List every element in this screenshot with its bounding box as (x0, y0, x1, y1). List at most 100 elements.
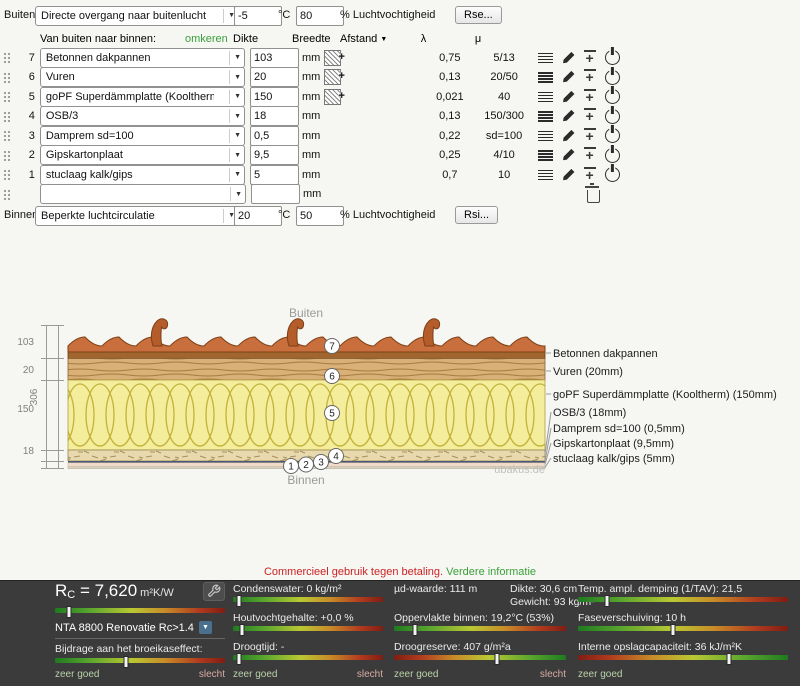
thickness-input[interactable] (250, 164, 299, 185)
toggle-layer-icon[interactable] (604, 128, 620, 143)
temp-unit-label: °C (278, 9, 291, 21)
edit-icon[interactable] (560, 109, 575, 124)
drying-time-label: Droogtijd: - (233, 641, 285, 653)
toggle-layer-icon[interactable] (604, 167, 620, 182)
svg-text:7: 7 (329, 342, 335, 353)
reverse-link[interactable]: omkeren (185, 33, 228, 45)
drag-handle-icon[interactable] (3, 130, 11, 141)
edit-icon[interactable] (560, 50, 575, 65)
select-arrow-icon: ▼ (198, 621, 212, 634)
thickness-input[interactable] (250, 86, 299, 107)
table-header-row: Van buiten naar binnen: omkeren Dikte Br… (0, 30, 620, 45)
outside-temp-input[interactable] (234, 6, 282, 26)
quality-scale: zeer goed slecht (394, 669, 566, 680)
material-select[interactable]: Gipskartonplaat ▼ (39, 145, 245, 165)
lambda-value: 0,75 (439, 51, 461, 64)
insert-layer-icon[interactable] (582, 108, 598, 124)
thickness-input[interactable] (250, 125, 299, 146)
insert-layer-icon[interactable] (582, 166, 598, 183)
layer-menu-icon[interactable] (537, 169, 553, 181)
bar-marker (412, 623, 418, 636)
unit-label: mm (302, 51, 321, 64)
drag-handle-icon[interactable] (3, 188, 11, 200)
breedte-icon[interactable] (323, 69, 345, 85)
layer-row-2: 2 Gipskartonplaat▼ mm 0,25 4/10 (0, 145, 620, 165)
inside-temp-input[interactable] (234, 206, 282, 226)
layer-menu-icon[interactable] (537, 52, 553, 64)
greenhouse-bar (55, 655, 225, 668)
wood-moisture-label: Houtvochtgehalte: +0,0 % (233, 612, 354, 624)
more-info-link[interactable]: Verdere informatie (446, 566, 537, 578)
layer-menu-icon[interactable] (537, 71, 553, 83)
breedte-icon[interactable] (323, 49, 345, 66)
outside-label: Buiten: (4, 9, 39, 21)
layer-menu-icon[interactable] (537, 91, 553, 103)
drag-handle-icon[interactable] (3, 71, 11, 83)
layer-row-3: 3 Damprem sd=100▼ mm 0,22 sd=100 (0, 125, 620, 146)
insert-layer-icon[interactable] (582, 88, 598, 105)
thickness-input[interactable] (250, 106, 299, 126)
drag-handle-icon[interactable] (3, 91, 11, 102)
commercial-notice: Commercieel gebruik tegen betaling. Verd… (0, 566, 800, 578)
mu-value: 150/300 (484, 110, 524, 122)
mu-value: 5/13 (493, 51, 515, 64)
outside-humidity-input[interactable] (296, 6, 344, 26)
toggle-layer-icon[interactable] (604, 147, 620, 163)
thickness-input[interactable] (250, 67, 299, 87)
toggle-layer-icon[interactable] (604, 89, 620, 104)
bar-marker (494, 652, 500, 665)
insert-layer-icon[interactable] (582, 49, 598, 66)
insert-layer-icon[interactable] (582, 69, 598, 85)
layer-menu-icon[interactable] (537, 149, 553, 161)
quality-scale: zeer goed slecht (233, 669, 383, 680)
nta-select[interactable]: NTA 8800 Renovatie Rc>1.4 ▼ (55, 621, 212, 634)
toggle-layer-icon[interactable] (604, 69, 620, 85)
insert-layer-icon[interactable] (582, 127, 598, 144)
quality-scale: zeer goed (578, 669, 623, 680)
inside-surface-select[interactable]: Beperkte luchtcirculatie ▼ (35, 206, 239, 226)
layer-markers: 7 6 5 4 3 2 1 (283, 338, 344, 474)
toggle-layer-icon[interactable] (604, 108, 620, 124)
outside-surface-select[interactable]: Directe overgang naar buitenlucht ▼ (35, 6, 239, 26)
drag-handle-icon[interactable] (3, 169, 11, 180)
rsi-button[interactable]: Rsi... (455, 206, 499, 224)
diagram-outside-label: Buiten (289, 306, 323, 320)
material-select[interactable]: Damprem sd=100 ▼ (39, 125, 245, 146)
afstand-header[interactable]: Afstand ▼ (340, 33, 388, 45)
drag-handle-icon[interactable] (3, 149, 11, 161)
ridge-tile-icon (286, 318, 305, 347)
material-select[interactable]: stuclaag kalk/gips ▼ (39, 164, 245, 185)
material-select[interactable]: OSB/3 ▼ (39, 106, 245, 126)
edit-icon[interactable] (560, 128, 575, 143)
toggle-layer-icon[interactable] (604, 50, 620, 65)
unit-label: mm (302, 90, 321, 103)
drag-handle-icon[interactable] (3, 110, 11, 122)
edit-icon[interactable] (560, 89, 575, 104)
thickness-input[interactable] (250, 47, 299, 68)
edit-icon[interactable] (560, 148, 575, 163)
edit-icon[interactable] (560, 70, 575, 85)
layer-menu-icon[interactable] (537, 130, 553, 142)
thickness-input[interactable] (250, 145, 299, 165)
breedte-icon[interactable] (323, 88, 345, 105)
temp-ampl-label: Temp. ampl. demping (1/TAV): 21,5 (578, 583, 743, 595)
material-select[interactable]: Betonnen dakpannen ▼ (39, 47, 245, 68)
inside-humidity-input[interactable] (296, 206, 344, 226)
drag-handle-icon[interactable] (3, 52, 11, 63)
layer-menu-icon[interactable] (537, 110, 553, 122)
settings-wrench-button[interactable] (203, 582, 225, 601)
lambda-value: 0,13 (439, 71, 461, 83)
select-arrow-icon: ▼ (229, 89, 241, 104)
material-select[interactable]: Vuren ▼ (39, 67, 245, 87)
thickness-input[interactable] (251, 184, 300, 204)
delete-layer-icon[interactable] (584, 183, 600, 203)
insert-layer-icon[interactable] (582, 147, 598, 163)
diagram-inside-label: Binnen (287, 473, 324, 487)
lambda-value: 0,25 (439, 149, 461, 161)
material-select[interactable]: ▼ (40, 184, 246, 204)
rse-button[interactable]: Rse... (455, 6, 502, 24)
material-select[interactable]: goPF Superdämmplatte (Kooltherm) ▼ (39, 86, 245, 107)
svg-text:Vuren (20mm): Vuren (20mm) (553, 366, 623, 378)
commercial-text: Commercieel gebruik tegen betaling. (263, 566, 444, 578)
edit-icon[interactable] (560, 167, 575, 182)
